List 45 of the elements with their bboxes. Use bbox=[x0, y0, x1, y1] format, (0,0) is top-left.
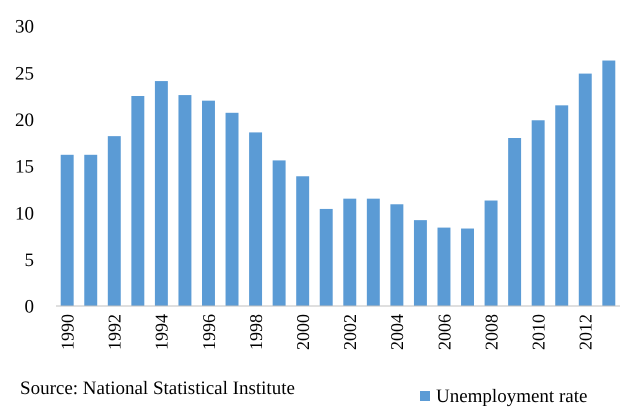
x-tick-label: 1998 bbox=[246, 314, 266, 350]
bar bbox=[602, 60, 616, 306]
y-tick-label: 15 bbox=[15, 156, 34, 178]
y-tick-label: 0 bbox=[24, 296, 34, 318]
x-tick-label: 2012 bbox=[576, 314, 596, 350]
x-tick-label: 1994 bbox=[152, 314, 172, 350]
legend-label: Unemployment rate bbox=[436, 386, 588, 407]
bar bbox=[508, 138, 522, 306]
bar bbox=[272, 160, 286, 306]
x-tick-label: 2004 bbox=[387, 314, 408, 350]
bar bbox=[578, 74, 592, 306]
bar bbox=[532, 120, 545, 306]
bar bbox=[366, 198, 380, 306]
y-tick-label: 30 bbox=[15, 16, 34, 38]
bar bbox=[437, 228, 450, 306]
bar bbox=[484, 200, 498, 306]
bar bbox=[296, 176, 310, 306]
bar bbox=[131, 96, 144, 306]
y-tick-label: 5 bbox=[24, 250, 34, 271]
bar bbox=[108, 136, 121, 306]
y-tick-label: 10 bbox=[15, 203, 34, 224]
x-tick-label: 2008 bbox=[481, 314, 502, 350]
x-tick-label: 1996 bbox=[198, 314, 219, 350]
x-tick-label: 1992 bbox=[104, 314, 125, 350]
bar bbox=[461, 228, 474, 306]
source-note: Source: National Statistical Institute bbox=[20, 378, 295, 399]
x-tick-label: 2000 bbox=[292, 314, 313, 350]
bar bbox=[320, 208, 333, 306]
y-tick-label: 25 bbox=[15, 63, 34, 84]
y-tick-label: 20 bbox=[15, 110, 34, 131]
bar bbox=[84, 154, 98, 306]
bar bbox=[343, 198, 356, 306]
bar bbox=[414, 220, 427, 306]
bar bbox=[390, 204, 404, 306]
x-tick-label: 2002 bbox=[340, 314, 360, 350]
x-tick-label: 1990 bbox=[57, 314, 78, 350]
bar bbox=[154, 81, 168, 306]
bar bbox=[60, 154, 74, 306]
bar bbox=[178, 95, 192, 306]
bar bbox=[249, 132, 262, 306]
bar bbox=[202, 100, 215, 306]
x-tick-label: 2006 bbox=[434, 314, 454, 350]
bar bbox=[555, 105, 568, 306]
x-tick-label: 2010 bbox=[528, 314, 548, 350]
bar bbox=[226, 112, 239, 306]
